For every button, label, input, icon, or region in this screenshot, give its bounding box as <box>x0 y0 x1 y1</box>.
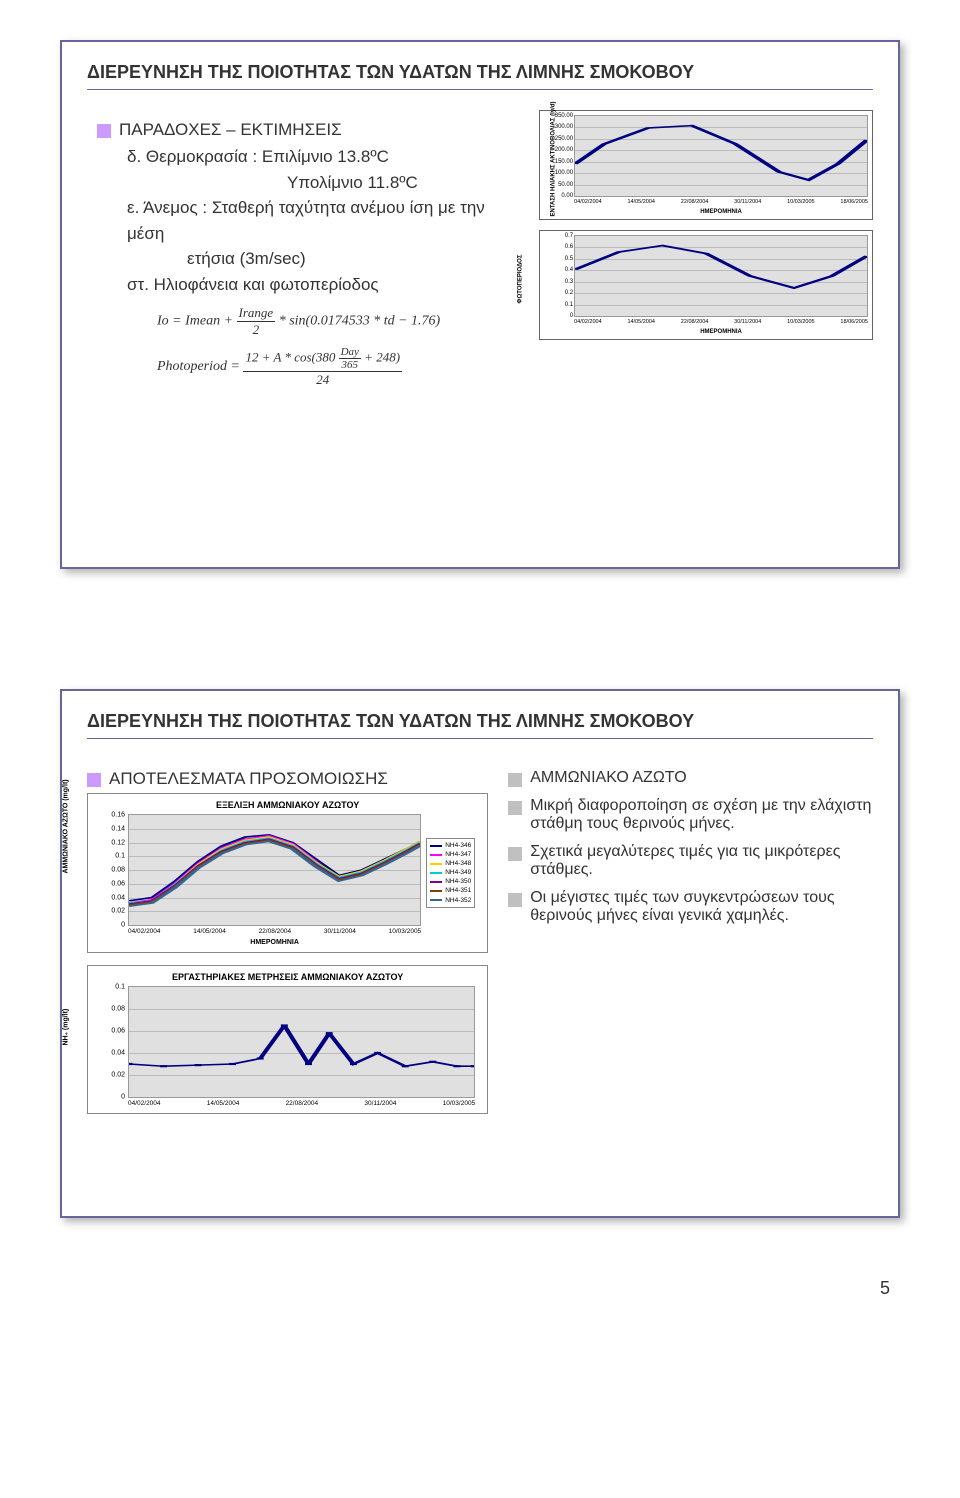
slide-2: ΔΙΕΡΕΥΝΗΣΗ ΤΗΣ ΠΟΙΟΤΗΤΑΣ ΤΩΝ ΥΔΑΤΩΝ ΤΗΣ … <box>60 689 900 1218</box>
assumptions-heading: ΠΑΡΑΔΟΧΕΣ – ΕΚΤΙΜΗΣΕΙΣ <box>97 120 519 140</box>
photoperiod-chart: ΦΩΤΟΠΕΡΙΟΔΟΣ 0.70.60.50.40.30.20.10 04/0… <box>539 230 873 340</box>
line-e2: ετήσια (3m/sec) <box>187 246 519 272</box>
list-item: Μικρή διαφοροποίηση σε σχέση με την ελάχ… <box>508 797 873 833</box>
results-heading: ΑΠΟΤΕΛΕΣΜΑΤΑ ΠΡΟΣΟΜΟΙΩΣΗΣ <box>87 769 488 789</box>
bullet-icon <box>508 773 522 787</box>
photo-plot: 0.70.60.50.40.30.20.10 <box>574 235 868 317</box>
slide-1-left: ΠΑΡΑΔΟΧΕΣ – ΕΚΤΙΜΗΣΕΙΣ δ. Θερμοκρασία : … <box>87 110 519 396</box>
list-item: Οι μέγιστες τιμές των συγκεντρώσεων τους… <box>508 889 873 925</box>
formula-pp-day: Day <box>339 346 361 359</box>
slide-2-title: ΔΙΕΡΕΥΝΗΣΗ ΤΗΣ ΠΟΙΟΤΗΤΑΣ ΤΩΝ ΥΔΑΤΩΝ ΤΗΣ … <box>87 711 873 739</box>
photo-x-title: ΗΜΕΡΟΜΗΝΙΑ <box>574 329 868 335</box>
lab-title: ΕΡΓΑΣΤΗΡΙΑΚΕΣ ΜΕΤΡΗΣΕΙΣ ΑΜΜΩΝΙΑΚΟΥ ΑΖΩΤΟ… <box>94 972 481 982</box>
evo-plot: 0.160.140.120.10.080.060.040.020 <box>128 814 421 926</box>
line-d2: Υπολίμνιο 11.8ºC <box>287 170 519 196</box>
evo-x-title: ΗΜΕΡΟΜΗΝΙΑ <box>128 939 421 946</box>
lab-plot: 0.10.080.060.040.020 <box>128 986 475 1098</box>
evo-legend: NH4-346NH4-347NH4-348NH4-349NH4-350NH4-3… <box>426 838 475 908</box>
formula-io-rhs: * sin(0.0174533 * td − 1.76) <box>279 314 441 329</box>
slide-1: ΔΙΕΡΕΥΝΗΣΗ ΤΗΣ ΠΟΙΟΤΗΤΑΣ ΤΩΝ ΥΔΑΤΩΝ ΤΗΣ … <box>60 40 900 569</box>
lab-xaxis: 04/02/200414/05/200422/08/200430/11/2004… <box>128 1100 475 1107</box>
bullet-icon <box>508 893 522 907</box>
bullet-icon <box>508 801 522 815</box>
assumptions-heading-text: ΠΑΡΑΔΟΧΕΣ – ΕΚΤΙΜΗΣΕΙΣ <box>119 120 342 140</box>
formula-io-lhs: Io = Imean + <box>157 314 233 329</box>
photo-y-title: ΦΩΤΟΠΕΡΙΟΔΟΣ <box>518 255 524 304</box>
line-st: στ. Ηλιοφάνεια και φωτοπερίοδος <box>127 272 519 298</box>
lab-y-title: NH₄ (mg/lt) <box>63 1009 70 1046</box>
line-e: ε. Άνεμος : Σταθερή ταχύτητα ανέμου ίση … <box>127 195 519 246</box>
bullet-icon <box>508 847 522 861</box>
bullet-icon <box>87 773 101 787</box>
list-item: Σχετικά μεγαλύτερες τιμές για τις μικρότ… <box>508 843 873 879</box>
formula-pp-num-a: 12 + A * cos(380 <box>245 349 335 364</box>
formula-photoperiod: Photoperiod = 12 + A * cos(380 Day 365 +… <box>157 346 519 388</box>
evo-xaxis: 04/02/200414/05/200422/08/200430/11/2004… <box>128 928 421 935</box>
formula-pp-den: 24 <box>243 372 402 388</box>
evo-title: ΕΞΕΛΙΞΗ ΑΜΜΩΝΙΑΚΟΥ ΑΖΩΤΟΥ <box>94 800 481 810</box>
formula-io: Io = Imean + Irange 2 * sin(0.0174533 * … <box>157 305 519 338</box>
list-item-text: Οι μέγιστες τιμές των συγκεντρώσεων τους… <box>530 889 873 925</box>
list-item-text: Σχετικά μεγαλύτερες τιμές για τις μικρότ… <box>530 843 873 879</box>
ammonia-heading-text: ΑΜΜΩΝΙΑΚΟ ΑΖΩΤΟ <box>530 769 686 787</box>
line-d: δ. Θερμοκρασία : Επιλίμνιο 13.8ºC <box>127 144 519 170</box>
page-number: 5 <box>60 1278 900 1299</box>
ammonia-heading: ΑΜΜΩΝΙΑΚΟ ΑΖΩΤΟ <box>508 769 873 787</box>
formula-io-den: 2 <box>237 322 276 338</box>
solar-plot: 350.00300.00250.00200.00150.00100.0050.0… <box>574 115 868 197</box>
bullet-icon <box>97 124 111 138</box>
solar-chart: ΕΝΤΑΣΗ ΗΛΙΑΚΗΣ ΑΚΤΙΝΟΒΟΛΙΑΣ (ly/d) 350.0… <box>539 110 873 220</box>
formula-pp-num-b: + 248) <box>364 349 400 364</box>
solar-x-title: ΗΜΕΡΟΜΗΝΙΑ <box>574 209 868 215</box>
formula-pp-lhs: Photoperiod = <box>157 359 240 374</box>
slide-1-right: ΕΝΤΑΣΗ ΗΛΙΑΚΗΣ ΑΚΤΙΝΟΒΟΛΙΑΣ (ly/d) 350.0… <box>539 110 873 396</box>
slide-2-left: ΑΠΟΤΕΛΕΣΜΑΤΑ ΠΡΟΣΟΜΟΙΩΣΗΣ ΕΞΕΛΙΞΗ ΑΜΜΩΝΙ… <box>87 759 488 1126</box>
formula-pp-365: 365 <box>339 359 361 371</box>
bullets-list: Μικρή διαφοροποίηση σε σχέση με την ελάχ… <box>508 797 873 925</box>
slide-1-title: ΔΙΕΡΕΥΝΗΣΗ ΤΗΣ ΠΟΙΟΤΗΤΑΣ ΤΩΝ ΥΔΑΤΩΝ ΤΗΣ … <box>87 62 873 90</box>
formula-io-num: Irange <box>237 305 276 322</box>
evolution-chart: ΕΞΕΛΙΞΗ ΑΜΜΩΝΙΑΚΟΥ ΑΖΩΤΟΥ ΑΜΜΩΝΙΑΚΟ ΑΖΩΤ… <box>87 793 488 953</box>
photo-xaxis: 04/02/200414/05/200422/08/200430/11/2004… <box>574 319 868 325</box>
solar-xaxis: 04/02/200414/05/200422/08/200430/11/2004… <box>574 199 868 205</box>
evo-y-title: ΑΜΜΩΝΙΑΚΟ ΑΖΩΤΟ (mg/lt) <box>63 779 70 873</box>
lab-chart: ΕΡΓΑΣΤΗΡΙΑΚΕΣ ΜΕΤΡΗΣΕΙΣ ΑΜΜΩΝΙΑΚΟΥ ΑΖΩΤΟ… <box>87 965 488 1114</box>
slide-2-right: ΑΜΜΩΝΙΑΚΟ ΑΖΩΤΟ Μικρή διαφοροποίηση σε σ… <box>508 759 873 1126</box>
results-heading-text: ΑΠΟΤΕΛΕΣΜΑΤΑ ΠΡΟΣΟΜΟΙΩΣΗΣ <box>109 769 388 789</box>
list-item-text: Μικρή διαφοροποίηση σε σχέση με την ελάχ… <box>530 797 873 833</box>
